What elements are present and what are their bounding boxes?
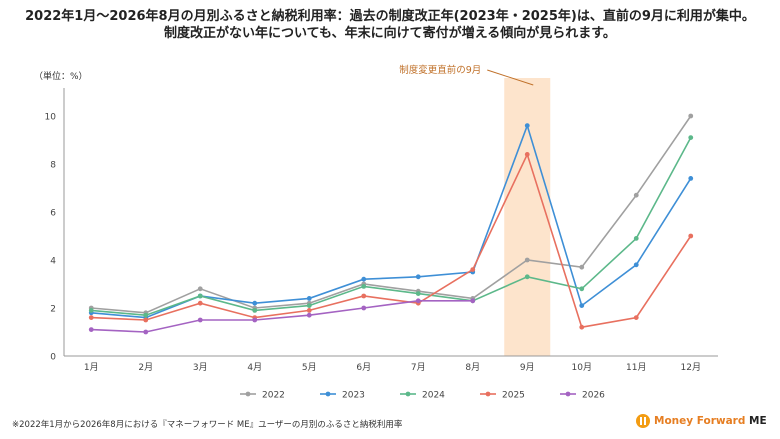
x-tick-label: 3月: [193, 362, 208, 373]
legend-swatch-marker: [405, 391, 411, 397]
x-tick-label: 1月: [84, 362, 99, 373]
y-axis-unit-label: （単位：%）: [34, 70, 88, 82]
footnote: ※2022年1月から2026年8月における『マネーフォワード ME』ユーザーの月…: [12, 420, 403, 430]
legend-label: 2026: [582, 391, 605, 401]
y-tick-label: 8: [50, 161, 56, 171]
data-point: [361, 293, 367, 299]
brand-name-main: Money Forward: [654, 415, 746, 427]
brand-logo: Money Forward ME: [636, 414, 767, 428]
data-point: [361, 276, 367, 282]
x-tick-label: 7月: [411, 362, 426, 373]
data-point: [88, 308, 94, 313]
series-2026: [88, 298, 476, 335]
money-forward-logo-icon: [636, 414, 650, 428]
data-point: [524, 123, 530, 128]
legend-label: 2022: [262, 391, 285, 401]
data-point: [306, 303, 312, 308]
x-tick-label: 6月: [356, 362, 371, 373]
data-point: [633, 192, 639, 198]
legend-label: 2025: [502, 391, 525, 401]
data-point: [579, 303, 585, 308]
legend-entry-2022: 2022: [240, 391, 285, 401]
data-point: [143, 312, 149, 318]
y-tick-label: 4: [50, 257, 56, 267]
data-point: [688, 176, 694, 181]
data-point: [143, 329, 149, 335]
x-tick-label: 9月: [520, 362, 535, 373]
annotation-leader-line: [487, 69, 534, 86]
series-line-2022: [91, 115, 692, 314]
y-tick-label: 10: [45, 113, 57, 123]
annotation-label: 制度変更直前の9月: [399, 64, 481, 76]
data-point: [633, 236, 639, 241]
legend-label: 2023: [342, 391, 365, 401]
data-point: [524, 152, 530, 157]
series-2022: [88, 113, 694, 316]
data-point: [579, 324, 585, 330]
legend-entry-2026: 2026: [560, 391, 605, 401]
data-point: [524, 257, 530, 263]
x-tick-label: 2月: [138, 362, 153, 373]
chart-title-line-2: 制度改正がない年についても、年末に向けて寄付が増える傾向が見られます。: [164, 26, 616, 41]
x-tick-label: 11月: [626, 362, 646, 373]
data-point: [197, 293, 203, 299]
data-point: [306, 308, 312, 313]
data-point: [524, 274, 530, 280]
x-tick-label: 5月: [302, 362, 317, 373]
data-point: [688, 135, 694, 141]
series-2025: [88, 152, 694, 330]
data-point: [361, 284, 367, 289]
x-tick-label: 10月: [572, 362, 592, 373]
x-tick-label: 12月: [681, 362, 701, 373]
legend-entry-2024: 2024: [400, 391, 445, 401]
legend-entry-2025: 2025: [480, 391, 525, 401]
data-point: [197, 286, 203, 292]
y-tick-label: 0: [50, 353, 56, 363]
brand-name-suffix: ME: [749, 415, 767, 427]
series-line-2025: [91, 152, 692, 329]
data-point: [88, 327, 94, 332]
data-point: [688, 233, 694, 239]
legend-swatch-marker: [325, 391, 331, 397]
data-point: [579, 264, 585, 270]
legend-swatch-marker: [245, 391, 251, 397]
data-point: [633, 315, 639, 320]
data-point: [143, 317, 149, 323]
data-point: [415, 291, 421, 296]
data-point: [361, 305, 367, 311]
data-point: [306, 296, 312, 301]
data-point: [415, 298, 421, 304]
data-point: [252, 317, 258, 323]
data-point: [88, 315, 94, 320]
series-line-2026: [91, 299, 473, 333]
data-point: [633, 262, 639, 268]
data-point: [197, 317, 203, 323]
legend-entry-2023: 2023: [320, 391, 365, 401]
series-line-2024: [91, 137, 692, 317]
data-point: [306, 312, 312, 318]
y-tick-label: 2: [50, 305, 56, 315]
data-point: [415, 274, 421, 280]
data-point: [252, 300, 258, 306]
x-tick-label: 4月: [247, 362, 262, 373]
chart-title: 2022年1月〜2026年8月の月別ふるさと納税利用率：過去の制度改正年(202…: [0, 8, 780, 42]
data-point: [579, 286, 585, 292]
data-point: [688, 113, 694, 119]
series-2024: [88, 135, 694, 318]
highlight-band-september: [504, 78, 551, 356]
data-point: [470, 298, 476, 304]
brand-name: Money Forward ME: [654, 415, 767, 427]
y-tick-label: 6: [50, 209, 56, 219]
x-tick-label: 8月: [465, 362, 480, 373]
legend-swatch-marker: [565, 391, 571, 397]
chart-title-line-1: 2022年1月〜2026年8月の月別ふるさと納税利用率：過去の制度改正年(202…: [25, 9, 755, 24]
data-point: [197, 300, 203, 306]
legend-swatch-marker: [485, 391, 491, 397]
data-point: [470, 267, 476, 272]
series-line-2023: [91, 123, 692, 319]
legend-label: 2024: [422, 391, 445, 401]
data-point: [252, 308, 258, 313]
